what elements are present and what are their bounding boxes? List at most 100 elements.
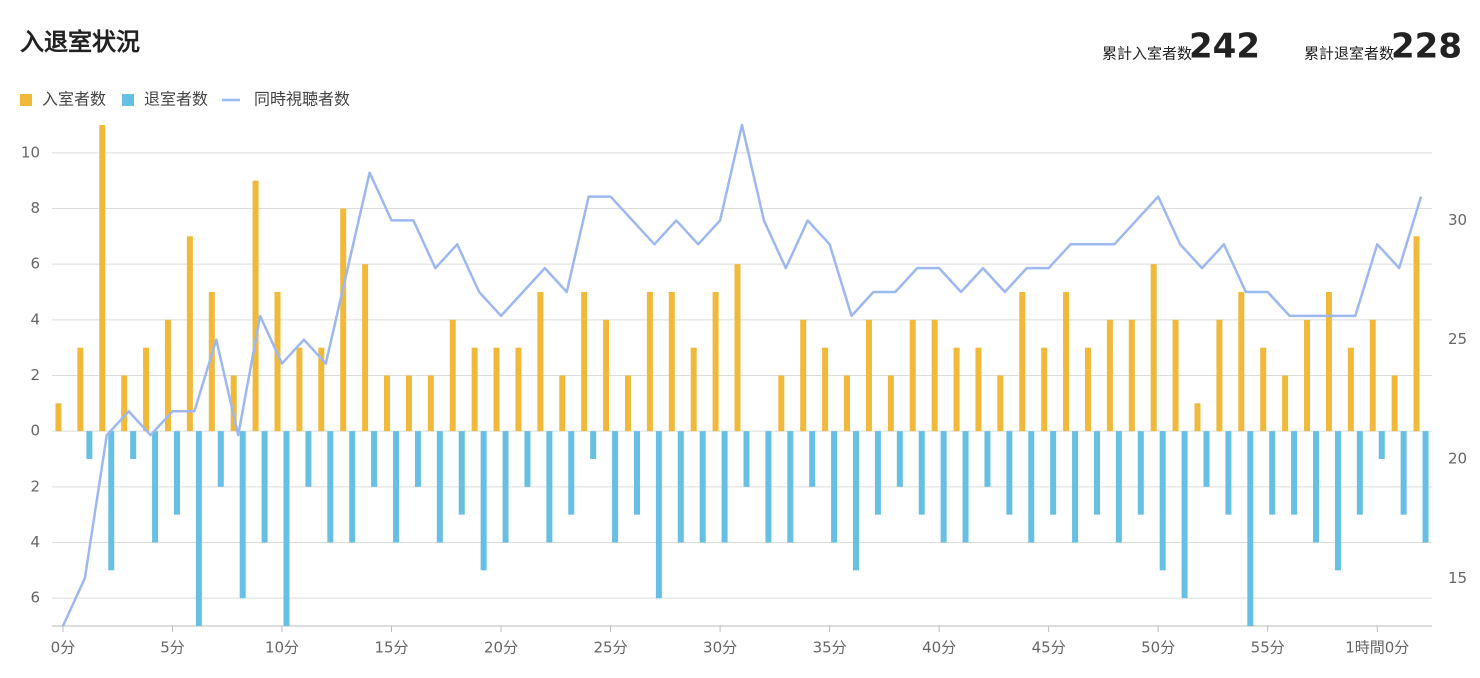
x-tick-label: 1時間0分: [1345, 639, 1409, 657]
line: [61, 123, 1423, 627]
x-tick-label: 10分: [265, 639, 299, 657]
bar: [86, 431, 93, 459]
bar: [612, 431, 619, 543]
bar: [77, 347, 84, 432]
x-tick-label: 5分: [160, 639, 185, 657]
bar: [568, 431, 575, 515]
bar: [743, 431, 750, 487]
x-tick-label: 35分: [813, 639, 847, 657]
legend-label: 同時視聴者数: [254, 90, 350, 109]
bar: [668, 292, 675, 432]
legend-swatch: [122, 94, 135, 106]
x-tick-label: 25分: [594, 639, 628, 657]
bar: [143, 347, 150, 432]
bar: [1269, 431, 1276, 515]
bar: [164, 319, 171, 432]
bar: [778, 375, 785, 432]
bar: [502, 431, 509, 543]
bar: [918, 431, 925, 515]
x-tick-label: 50分: [1141, 639, 1175, 657]
bar: [896, 431, 903, 487]
bar: [1422, 431, 1429, 543]
bar: [646, 292, 653, 432]
bar: [1072, 431, 1079, 543]
bar: [217, 431, 224, 487]
bar: [1050, 431, 1057, 515]
bar: [984, 431, 991, 487]
y-tick-label: 4: [30, 533, 40, 551]
bar: [940, 431, 947, 543]
bar: [208, 292, 215, 432]
bar: [296, 347, 303, 432]
bar: [261, 431, 268, 543]
bar: [427, 375, 434, 432]
bar: [559, 375, 566, 432]
y-tick-label: 0: [30, 422, 40, 440]
stat-value: 228: [1391, 27, 1462, 67]
y2-tick-label: 25: [1448, 330, 1467, 348]
bar: [1378, 431, 1385, 459]
bar: [1106, 319, 1113, 432]
bar: [1413, 236, 1420, 432]
bar: [1128, 319, 1135, 432]
bar: [699, 431, 706, 543]
bar: [230, 375, 237, 432]
y-tick-label: 2: [30, 477, 40, 495]
bar: [1194, 403, 1201, 432]
bar: [1019, 292, 1026, 432]
bar: [831, 431, 838, 543]
bar: [1238, 292, 1245, 432]
bar: [252, 180, 259, 432]
bar: [655, 431, 662, 599]
bar: [1181, 431, 1188, 599]
bar: [393, 431, 400, 543]
bar: [371, 431, 378, 487]
bar: [844, 375, 851, 432]
y-tick-label: 8: [30, 199, 40, 217]
bar: [1356, 431, 1363, 515]
bar: [152, 431, 159, 543]
bar: [962, 431, 969, 543]
stat-label: 累計入室者数: [1102, 45, 1192, 63]
bar: [340, 208, 347, 432]
bar: [1391, 375, 1398, 432]
bar: [493, 347, 500, 432]
x-tick-label: 30分: [703, 639, 737, 657]
bar: [721, 431, 728, 543]
bar: [1150, 264, 1157, 432]
bar: [1006, 431, 1013, 515]
bar: [953, 347, 960, 432]
bar: [1028, 431, 1035, 543]
bar: [546, 431, 553, 543]
bar: [515, 347, 522, 432]
bar: [677, 431, 684, 543]
bar: [1225, 431, 1232, 515]
bar: [1216, 319, 1223, 432]
bar: [537, 292, 544, 432]
chart-title: 入退室状況: [20, 28, 140, 56]
bar: [524, 431, 531, 487]
bar: [1282, 375, 1289, 432]
bar: [1159, 431, 1166, 571]
bar: [787, 431, 794, 543]
bar: [384, 375, 391, 432]
y2-tick-label: 15: [1448, 569, 1467, 587]
bar: [99, 125, 106, 432]
bar: [765, 431, 772, 543]
bar: [349, 431, 356, 543]
bar: [173, 431, 180, 515]
bar: [1304, 319, 1311, 432]
bar: [1347, 347, 1354, 432]
bar: [874, 431, 881, 515]
y2-tick-label: 30: [1448, 211, 1467, 229]
bar: [1291, 431, 1298, 515]
bar: [603, 319, 610, 432]
bar: [1313, 431, 1320, 543]
bar: [1063, 292, 1070, 432]
bar: [283, 431, 290, 626]
bar: [1400, 431, 1407, 515]
legend-label: 入室者数: [42, 90, 106, 109]
bar: [853, 431, 860, 571]
bar: [865, 319, 872, 432]
